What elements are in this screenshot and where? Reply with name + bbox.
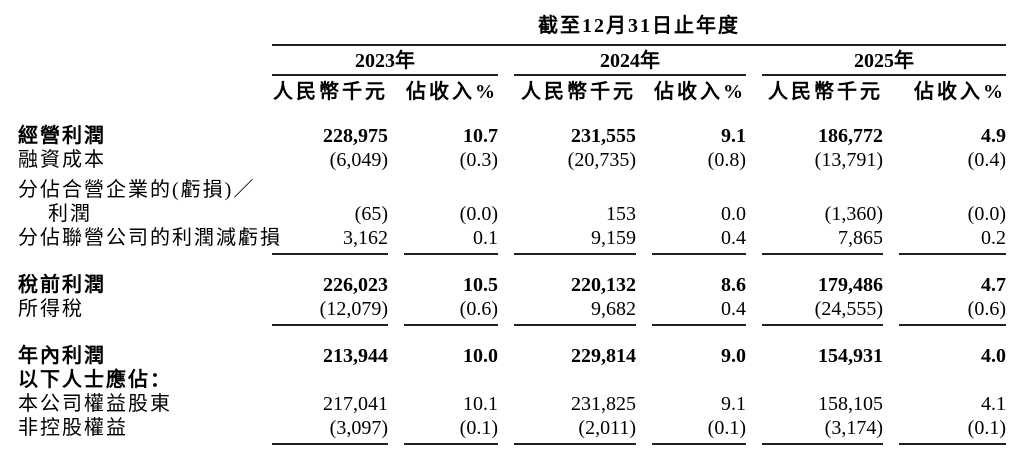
value-cell: 3,162 (272, 226, 388, 255)
value-cell: 7,865 (762, 226, 883, 255)
value-cell: (2,011) (514, 416, 636, 445)
value-cell: 0.0 (721, 203, 746, 225)
value-cell: (3,174) (762, 416, 883, 445)
value-cell: (0.1) (899, 416, 1006, 445)
value-cell: 4.1 (981, 393, 1006, 415)
value-cell: 217,041 (323, 393, 388, 415)
value-cell: 229,814 (571, 345, 636, 367)
value-cell: (0.4) (967, 149, 1006, 171)
value-cell: 9.0 (721, 345, 746, 367)
row-label: 所得稅 (18, 298, 84, 320)
table-row: 非控股權益 (3,097) (0.1) (2,011) (0.1) (3,174) (0.1… (16, 416, 1020, 445)
value-cell: 220,132 (571, 274, 636, 296)
table-row: 稅前利潤 226,023 10.5 220,132 8.6 179,486 4.7 (16, 273, 1020, 297)
value-cell: 0.4 (652, 226, 746, 255)
col-header-rmb-2023: 人民幣千元 (273, 81, 388, 103)
value-cell: 179,486 (818, 274, 883, 296)
row-label: 稅前利潤 (18, 274, 106, 296)
row-label: 以下人士應佔： (18, 369, 172, 391)
table-row: 融資成本 (6,049) (0.3) (20,735) (0.8) (13,791) (0.… (16, 148, 1020, 172)
value-cell: 9,682 (514, 297, 636, 326)
table-row: 經營利潤 228,975 10.7 231,555 9.1 186,772 4.9 (16, 124, 1020, 148)
value-cell: (3,097) (272, 416, 388, 445)
col-header-rmb-2025: 人民幣千元 (768, 81, 883, 103)
table-row: 利潤 (65) (0.0) 153 0.0 (1,360) (0.0) (16, 202, 1020, 226)
row-label: 分佔合營企業的(虧損)／ (18, 179, 256, 201)
row-label: 分佔聯營公司的利潤減虧損 (18, 227, 282, 249)
period-title: 截至12月31日止年度 (272, 14, 1006, 46)
value-cell: 9,159 (514, 226, 636, 255)
value-cell: (0.8) (707, 149, 746, 171)
value-cell: (65) (354, 203, 388, 225)
value-cell: 4.0 (981, 345, 1006, 367)
value-cell: (24,555) (762, 297, 883, 326)
value-cell: 9.1 (721, 125, 746, 147)
value-cell: 228,975 (323, 125, 388, 147)
value-cell: (0.0) (459, 203, 498, 225)
value-cell: 231,555 (571, 125, 636, 147)
value-cell: 10.0 (463, 345, 498, 367)
table-body: 經營利潤 228,975 10.7 231,555 9.1 186,772 4.9 融資成本 (… (0, 124, 1020, 445)
table-header-years: 2023年 2024年 2025年 (16, 46, 1020, 76)
value-cell: 10.1 (463, 393, 498, 415)
table-row: 年內利潤 213,944 10.0 229,814 9.0 154,931 4.0 (16, 344, 1020, 368)
value-cell: (0.0) (967, 203, 1006, 225)
row-label: 年內利潤 (18, 345, 106, 367)
col-header-rmb-2024: 人民幣千元 (521, 81, 636, 103)
value-cell: (0.6) (899, 297, 1006, 326)
value-cell: 8.6 (721, 274, 746, 296)
table-row: 所得稅 (12,079) (0.6) 9,682 0.4 (24,555) (0.6) (16, 297, 1020, 326)
value-cell: 0.2 (899, 226, 1006, 255)
col-header-pct-2023: 佔收入% (406, 81, 498, 103)
value-cell: 158,105 (818, 393, 883, 415)
table-header-period: 截至12月31日止年度 (16, 14, 1020, 46)
value-cell: 4.9 (981, 125, 1006, 147)
value-cell: 4.7 (981, 274, 1006, 296)
col-header-pct-2025: 佔收入% (914, 81, 1006, 103)
year-header-2023: 2023年 (272, 46, 498, 76)
value-cell: (0.1) (652, 416, 746, 445)
value-cell: 226,023 (323, 274, 388, 296)
value-cell: 9.1 (721, 393, 746, 415)
col-header-pct-2024: 佔收入% (654, 81, 746, 103)
value-cell: 0.4 (652, 297, 746, 326)
table-row: 分佔合營企業的(虧損)／ (16, 178, 1020, 202)
value-cell: (1,360) (824, 203, 883, 225)
value-cell: 186,772 (818, 125, 883, 147)
value-cell: (20,735) (567, 149, 636, 171)
spacer-row (0, 326, 1020, 344)
value-cell: (0.1) (404, 416, 498, 445)
year-header-2025: 2025年 (762, 46, 1006, 76)
row-label: 利潤 (48, 203, 92, 225)
table-row: 分佔聯營公司的利潤減虧損 3,162 0.1 9,159 0.4 7,865 0.2 (16, 226, 1020, 255)
table-row: 本公司權益股東 217,041 10.1 231,825 9.1 158,105 4.1 (16, 392, 1020, 416)
value-cell: 10.5 (463, 274, 498, 296)
value-cell: 154,931 (818, 345, 883, 367)
row-label: 非控股權益 (18, 417, 128, 439)
value-cell: (12,079) (272, 297, 388, 326)
value-cell: (0.3) (459, 149, 498, 171)
row-label: 本公司權益股東 (18, 393, 172, 415)
value-cell: 10.7 (463, 125, 498, 147)
value-cell: 213,944 (323, 345, 388, 367)
table-row: 以下人士應佔： (16, 368, 1020, 392)
table-header-columns: 人民幣千元 佔收入% 人民幣千元 佔收入% 人民幣千元 佔收入% (16, 76, 1020, 104)
value-cell: 231,825 (571, 393, 636, 415)
value-cell: 0.1 (404, 226, 498, 255)
value-cell: (13,791) (814, 149, 883, 171)
row-label: 融資成本 (18, 149, 106, 171)
value-cell: (6,049) (329, 149, 388, 171)
value-cell: (0.6) (404, 297, 498, 326)
year-header-2024: 2024年 (514, 46, 746, 76)
value-cell: 153 (606, 203, 636, 225)
row-label: 經營利潤 (18, 125, 106, 147)
spacer-row (0, 255, 1020, 273)
